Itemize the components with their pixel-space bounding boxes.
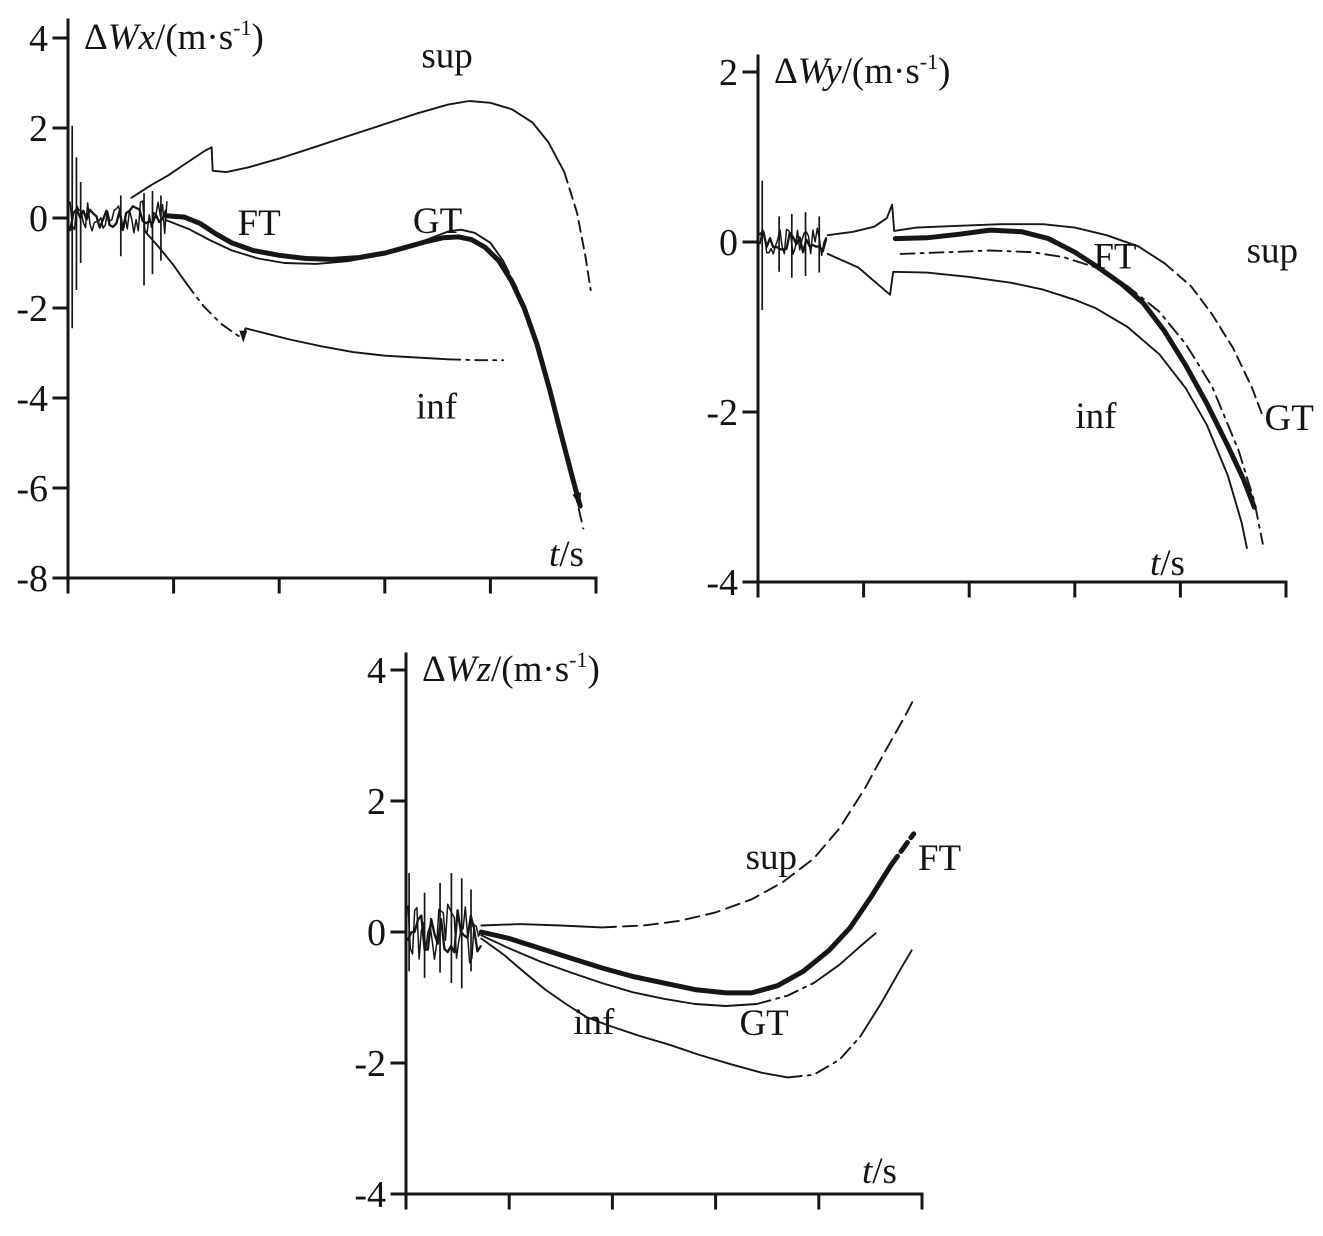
y-tick-label: -2 bbox=[706, 392, 738, 434]
y-tick-label: 0 bbox=[29, 198, 48, 240]
y-tick-label: -2 bbox=[354, 1043, 386, 1085]
series-inf bbox=[786, 1035, 862, 1079]
curve-label-sup: sup bbox=[1247, 230, 1298, 271]
series-FT bbox=[163, 213, 583, 509]
curve-label-sup: sup bbox=[746, 837, 797, 878]
series-inf bbox=[447, 358, 505, 362]
series-GT bbox=[812, 932, 877, 985]
y-tick-label: -8 bbox=[16, 558, 48, 600]
curve-label-FT: FT bbox=[918, 838, 961, 879]
series-sup bbox=[826, 203, 1166, 265]
y-axis-title: ΔWx/(m·s-1) bbox=[84, 15, 264, 58]
y-tick-label: 4 bbox=[29, 18, 48, 60]
y-tick-label: 2 bbox=[367, 781, 386, 823]
curve-label-inf: inf bbox=[416, 386, 458, 427]
curve-label-GT: GT bbox=[1265, 398, 1314, 439]
y-tick-label: -6 bbox=[16, 468, 48, 510]
curve-label-GT: GT bbox=[739, 1003, 788, 1044]
curve-label-FT: FT bbox=[238, 203, 281, 244]
y-tick-label: -4 bbox=[16, 378, 48, 420]
y-tick-label: 2 bbox=[29, 108, 48, 150]
series-FT bbox=[888, 831, 917, 868]
y-tick-label: 4 bbox=[367, 650, 386, 692]
series-inf bbox=[144, 230, 188, 285]
noise-signal bbox=[759, 227, 827, 257]
curve-label-FT: FT bbox=[1093, 236, 1136, 277]
curve-label-sup: sup bbox=[421, 35, 472, 76]
noise-signal bbox=[758, 230, 828, 254]
x-axis-label: t/s bbox=[1150, 543, 1185, 584]
series-sup bbox=[1163, 262, 1264, 418]
series-inf bbox=[826, 252, 1248, 549]
series-inf bbox=[242, 327, 450, 361]
chart-wx: 4 2 0 -2 -4 -6 -8 ΔWx/(m·s-1) t/s sup FT GT inf bbox=[16, 15, 598, 600]
noise-signal bbox=[68, 205, 167, 232]
series-inf bbox=[859, 949, 913, 1038]
curve-label-inf: inf bbox=[573, 1002, 615, 1043]
y-tick-label: -2 bbox=[16, 288, 48, 330]
series-GT bbox=[502, 259, 585, 530]
y-tick-label: -4 bbox=[354, 1174, 386, 1216]
curve-label-GT: GT bbox=[413, 201, 462, 242]
series-sup bbox=[601, 698, 915, 929]
y-axis-title: ΔWz/(m·s-1) bbox=[422, 647, 600, 690]
y-axis-title: ΔWy/(m·s-1) bbox=[774, 49, 950, 92]
curve-label-inf: inf bbox=[1075, 396, 1117, 437]
series-GT bbox=[899, 249, 1264, 545]
series-GT bbox=[165, 219, 505, 265]
series-FT bbox=[892, 227, 1257, 510]
x-axis-label: t/s bbox=[549, 534, 584, 575]
series-sup bbox=[480, 923, 604, 929]
noise-signal bbox=[407, 903, 482, 964]
series-GT bbox=[755, 982, 815, 1005]
chart-wy: 2 0 -2 -4 ΔWy/(m·s-1) t/s sup FT inf GT bbox=[706, 49, 1313, 604]
x-axis-label: t/s bbox=[862, 1151, 897, 1192]
y-tick-label: 0 bbox=[367, 912, 386, 954]
noise-signal bbox=[406, 909, 482, 954]
series-sup bbox=[130, 100, 566, 199]
y-tick-label: -4 bbox=[706, 562, 738, 604]
chart-wz: 4 2 0 -2 -4 ΔWz/(m·s-1) t/s sup FT inf GT bbox=[354, 647, 961, 1216]
y-tick-label: 2 bbox=[719, 52, 738, 94]
series-FT bbox=[478, 862, 894, 996]
series-inf bbox=[185, 282, 245, 340]
series-inf bbox=[480, 937, 789, 1079]
series-GT bbox=[480, 934, 758, 1007]
y-tick-label: 0 bbox=[719, 222, 738, 264]
arrow-marker bbox=[239, 330, 248, 343]
series-sup bbox=[563, 171, 592, 291]
